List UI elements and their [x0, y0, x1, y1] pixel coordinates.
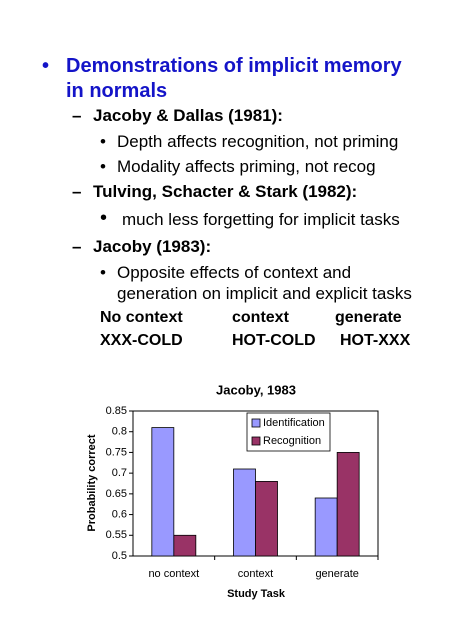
item: Depth affects recognition, not priming — [117, 132, 399, 151]
bullet: • — [100, 132, 106, 151]
y-tick-label: 0.5 — [112, 550, 127, 562]
item: Jacoby (1983): — [93, 237, 212, 256]
x-tick-label: context — [238, 568, 273, 580]
bullet: • — [42, 55, 50, 77]
heading: Demonstrations of implicit memory — [66, 55, 402, 77]
table-cell: context — [232, 309, 289, 326]
y-axis-label: Probability correct — [86, 434, 98, 532]
table-cell: HOT-XXX — [340, 332, 411, 349]
y-tick-label: 0.65 — [106, 488, 127, 500]
bullet: • — [100, 263, 106, 282]
y-tick-label: 0.75 — [106, 446, 127, 458]
bar — [233, 468, 256, 557]
y-tick-label: 0.55 — [106, 529, 127, 541]
y-tick-label: 0.6 — [112, 508, 127, 520]
bullet: – — [72, 182, 82, 201]
bar — [336, 452, 360, 557]
y-tick-label: 0.85 — [106, 405, 127, 417]
heading: in normals — [66, 80, 168, 102]
legend-box — [246, 412, 331, 452]
x-tick-label: no context — [148, 568, 199, 580]
bullet: • — [100, 207, 108, 229]
chart-title: Jacoby, 1983 — [216, 382, 296, 397]
bullet: – — [72, 237, 82, 256]
bullet: • — [100, 157, 106, 176]
x-tick-label: generate — [315, 568, 358, 580]
table-cell: No context — [100, 309, 183, 326]
table-cell: XXX-COLD — [100, 332, 183, 349]
bar — [314, 497, 338, 557]
x-axis-label: Study Task — [227, 588, 286, 600]
bar — [173, 534, 197, 557]
table-cell: generate — [335, 309, 402, 326]
bar — [255, 481, 278, 557]
item: Opposite effects of context and — [117, 263, 352, 282]
item: Modality affects priming, not recog — [117, 157, 376, 176]
legend-label: Recognition — [263, 435, 321, 447]
y-tick-label: 0.7 — [112, 467, 127, 479]
legend-label: Identification — [263, 417, 325, 429]
bar — [151, 427, 175, 557]
table-cell: HOT-COLD — [232, 332, 316, 349]
legend-swatch — [251, 436, 261, 446]
y-tick-label: 0.8 — [112, 426, 127, 438]
item: much less forgetting for implicit tasks — [122, 210, 400, 229]
legend-swatch — [251, 418, 261, 428]
bullet: – — [72, 106, 82, 125]
item: Tulving, Schacter & Stark (1982): — [93, 182, 358, 201]
item: generation on implicit and explicit task… — [117, 284, 412, 303]
item: Jacoby & Dallas (1981): — [93, 106, 283, 125]
